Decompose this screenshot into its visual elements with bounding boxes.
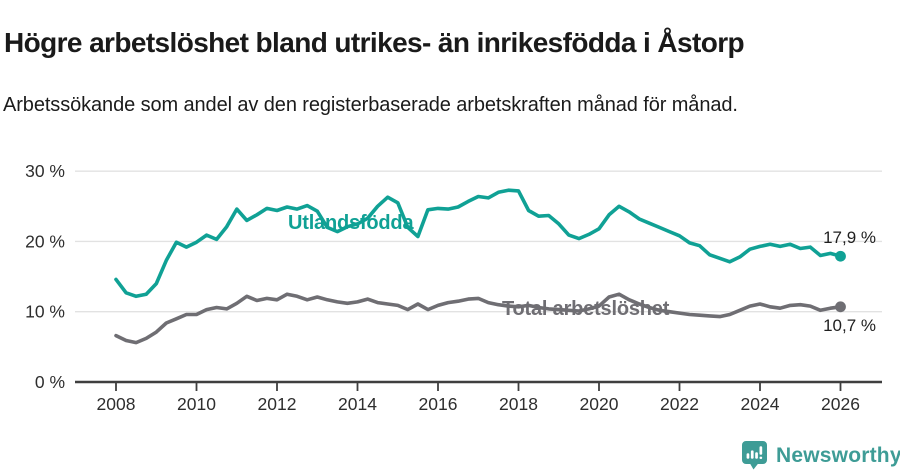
x-tick-label-2014: 2014 [338,394,377,414]
x-tick-label-2022: 2022 [660,394,699,414]
x-tick-label-2010: 2010 [177,394,216,414]
newsworthy-icon [742,441,767,470]
series-line-utlandsfodda [114,188,843,299]
series-label-total-arbetsloshet: Total arbetslöshet [502,298,670,320]
y-tick-label-20: 20 % [25,231,65,251]
newsworthy-logo[interactable]: Newsworthy [742,441,900,471]
x-tick-label-2016: 2016 [419,394,458,414]
series-end-dot-utlandsfodda [835,250,846,262]
series-label-utlandsfodda: Utlandsfödda [288,212,414,234]
x-tick-label-2008: 2008 [97,394,136,414]
y-tick-label-30: 30 % [25,161,65,181]
x-tick-label-2020: 2020 [580,394,619,414]
x-tick-label-2024: 2024 [741,394,780,414]
series-line-total [114,292,843,345]
chart-title: Högre arbetslöshet bland utrikes- än inr… [4,26,745,58]
chart-subtitle: Arbetssökande som andel av den registerb… [3,94,738,116]
newsworthy-wordmark: Newsworthy [776,444,900,467]
end-value-total-arbetsloshet: 10,7 % [823,316,876,335]
x-tick-label-2018: 2018 [499,394,538,414]
series-end-dot-total [835,301,846,313]
y-tick-label-0: 0 % [35,372,65,392]
y-tick-label-10: 10 % [25,302,65,322]
x-tick-label-2026: 2026 [821,394,860,414]
end-value-utlandsfodda: 17,9 % [823,228,876,247]
x-tick-label-2012: 2012 [258,394,297,414]
